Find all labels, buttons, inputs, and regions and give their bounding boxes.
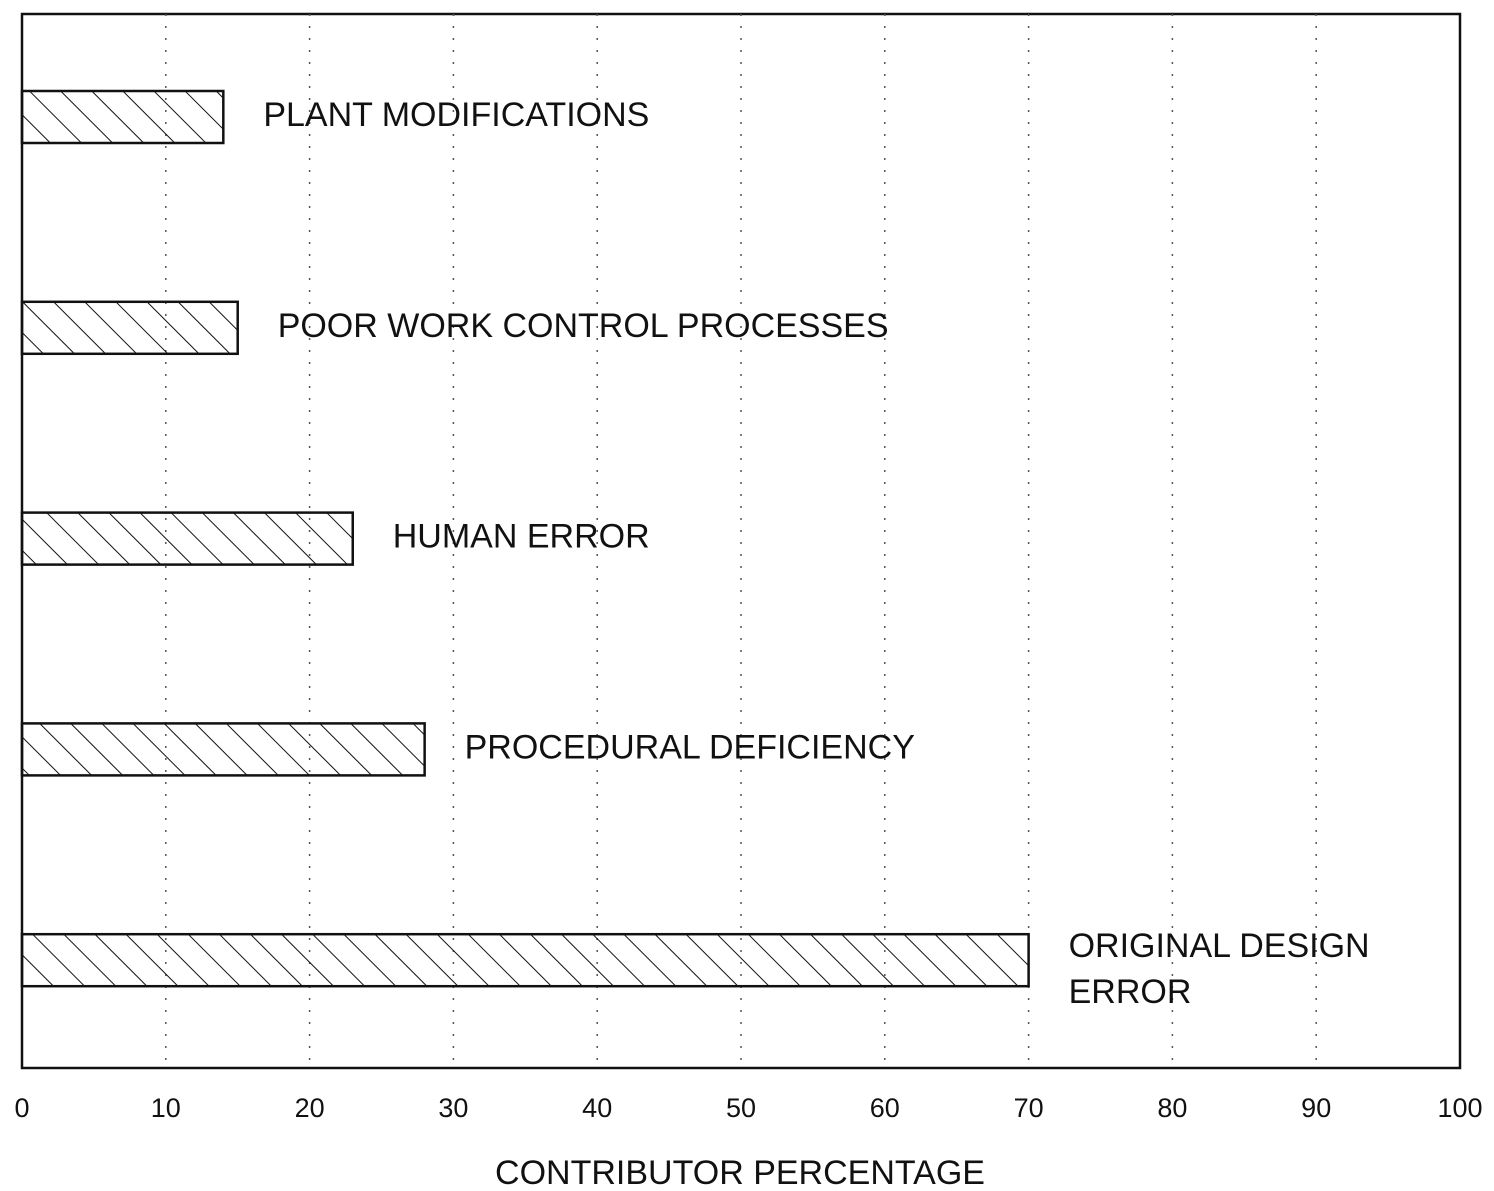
label-line: ORIGINAL DESIGN [1069,927,1370,965]
bar-label: HUMAN ERROR [393,518,650,556]
x-tick-label: 50 [726,1093,756,1123]
bar [20,932,1030,988]
x-tick-label: 30 [438,1093,468,1123]
bar-label: PROCEDURAL DEFICIENCY [465,728,915,766]
x-tick-label: 80 [1157,1093,1187,1123]
bar [20,722,426,777]
x-tick-label: 0 [14,1093,29,1123]
x-tick-label: 10 [151,1093,181,1123]
x-tick-label: 100 [1437,1093,1482,1123]
x-axis-title: CONTRIBUTOR PERCENTAGE [495,1154,985,1191]
x-tick-label: 90 [1301,1093,1331,1123]
x-tick-label: 20 [295,1093,325,1123]
bar-label: PLANT MODIFICATIONS [263,96,649,134]
bar-label: POOR WORK CONTROL PROCESSES [278,307,889,345]
bar [20,89,225,145]
bar-label: ORIGINAL DESIGN ERROR [1069,927,1370,1011]
x-tick-label: 40 [582,1093,612,1123]
x-tick-label: 70 [1014,1093,1044,1123]
bar [20,511,354,566]
x-tick-label: 60 [870,1093,900,1123]
label-line: ERROR [1069,973,1192,1011]
bar [20,300,239,356]
